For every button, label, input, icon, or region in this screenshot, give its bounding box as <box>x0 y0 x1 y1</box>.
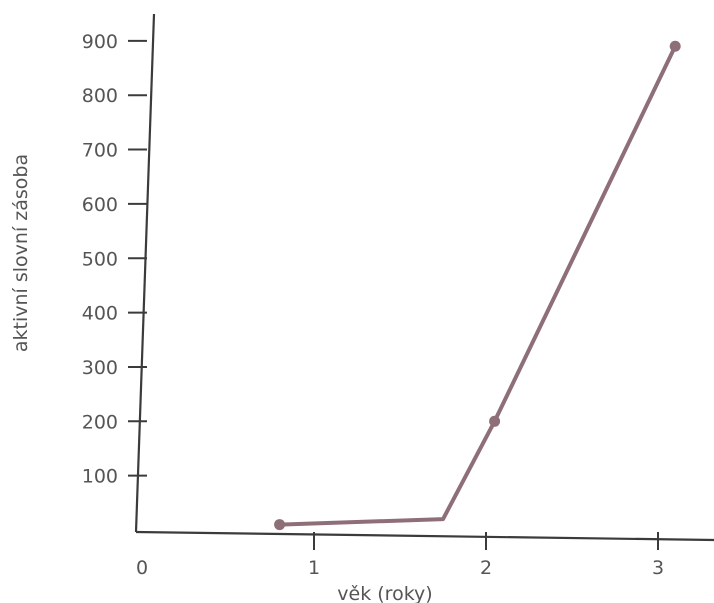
axes <box>134 13 714 542</box>
series <box>274 40 681 531</box>
y-tick-label: 300 <box>82 357 118 379</box>
y-tick-label: 800 <box>82 85 118 107</box>
x-axis-label: věk (roky) <box>337 583 432 603</box>
y-tick-label: 600 <box>82 194 118 216</box>
x-tick-label: 0 <box>136 557 148 579</box>
data-point <box>274 519 286 531</box>
x-tick-label: 1 <box>308 557 320 579</box>
x-axis-line <box>135 530 714 542</box>
y-tick-label: 700 <box>82 140 118 162</box>
data-point <box>669 40 681 52</box>
ticks <box>128 39 659 550</box>
y-axis-line <box>134 13 156 533</box>
x-tick-label: 3 <box>652 557 664 579</box>
y-tick-label: 100 <box>82 466 118 488</box>
x-tick-label: 2 <box>480 557 492 579</box>
data-point <box>489 415 501 427</box>
series-line <box>277 44 678 527</box>
tick-labels: 100 200 300 400 500 600 700 800 900 0 1 2 3 <box>82 31 664 579</box>
y-tick-label: 900 <box>82 31 118 53</box>
y-tick-label: 400 <box>82 303 118 325</box>
y-axis-label: aktivní slovní zásoba <box>10 154 32 352</box>
y-tick-label: 200 <box>82 411 118 433</box>
y-tick-label: 500 <box>82 248 118 270</box>
